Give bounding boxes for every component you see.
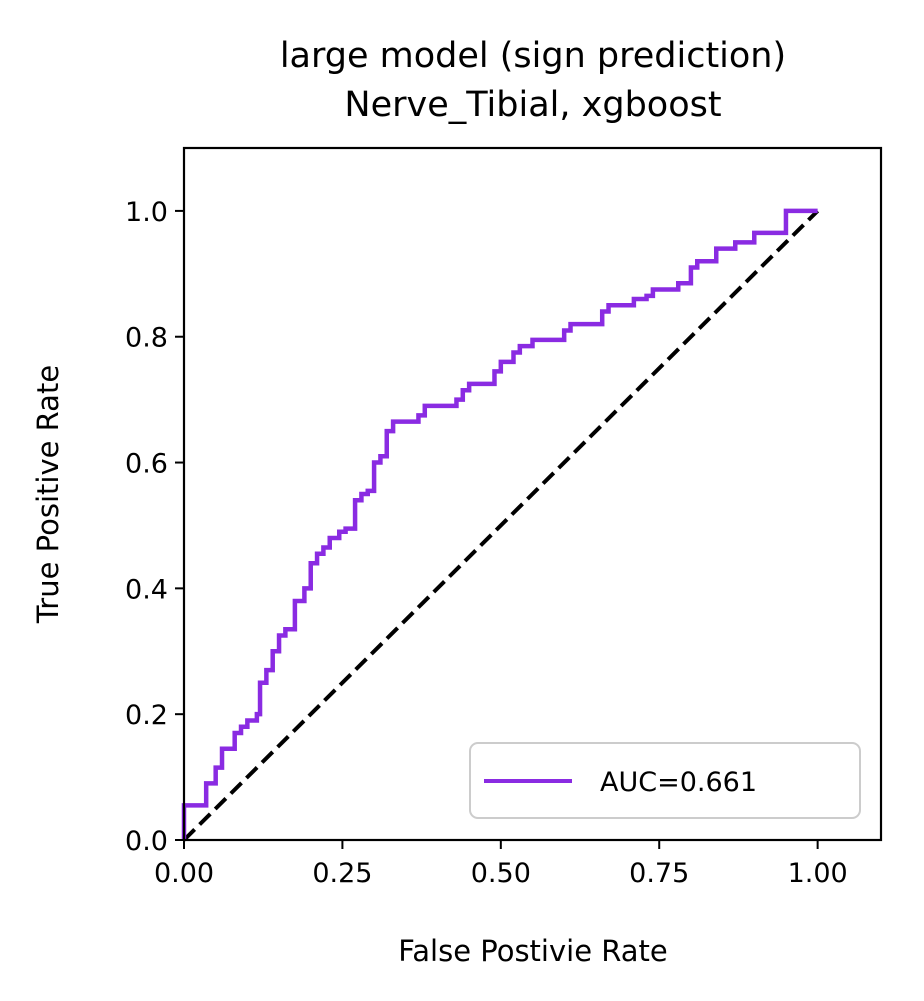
y-tick-label: 0.2 <box>125 700 168 731</box>
x-tick-label: 0.50 <box>471 858 531 889</box>
x-axis-label: False Postivie Rate <box>398 934 668 968</box>
y-tick-label: 0.8 <box>125 323 168 354</box>
chance-diagonal-line <box>182 209 820 842</box>
x-tick-label: 0.00 <box>154 858 214 889</box>
y-tick-label: 1.0 <box>125 197 168 228</box>
y-axis-label: True Positive Rate <box>31 365 65 624</box>
legend-box <box>469 742 861 819</box>
x-tick-label: 0.25 <box>312 858 372 889</box>
y-tick-label: 0.0 <box>125 826 168 857</box>
x-tick-label: 0.75 <box>629 858 689 889</box>
chart-title-line2: Nerve_Tibial, xgboost <box>344 85 721 125</box>
x-tick-label: 1.00 <box>788 858 848 889</box>
plot-frame <box>182 146 883 842</box>
plot-area <box>181 208 820 842</box>
roc-curve-line <box>181 208 818 840</box>
y-tick-label: 0.6 <box>125 449 168 480</box>
legend-label: AUC=0.661 <box>600 767 757 798</box>
axis-ticks: 0.00 0.25 0.50 0.75 1.00 0.0 0.2 0.4 0.6 0.8 1.0 <box>125 197 848 889</box>
chart-title-line1: large model (sign prediction) <box>280 36 786 76</box>
y-tick-label: 0.4 <box>125 574 168 605</box>
legend: AUC=0.661 <box>469 742 861 819</box>
